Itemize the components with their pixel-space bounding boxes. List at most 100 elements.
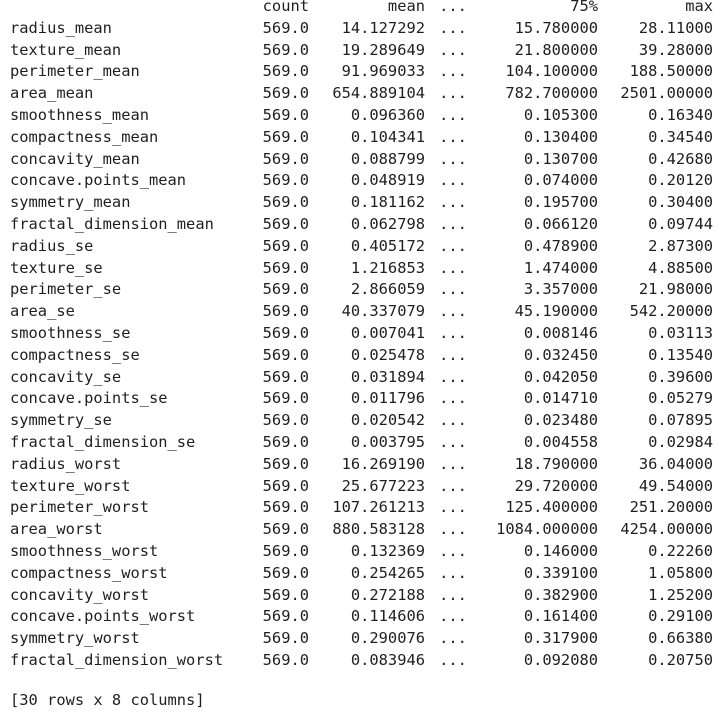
table-row: concave.points_mean 569.0 0.048919... 0.074…	[0, 170, 713, 192]
shape-footer: [30 rows x 8 columns]	[10, 691, 205, 709]
cell-max: 0.30400	[648, 193, 713, 212]
cell-ellipsis: ...	[439, 62, 467, 81]
table-row: texture_worst 569.0 25.677223... 29.720000 4…	[0, 476, 713, 498]
cell-mean: 0.132369	[350, 541, 425, 560]
cell-count: 569.0	[262, 62, 309, 81]
cell-ellipsis: ...	[439, 127, 467, 146]
table-row: compactness_worst 569.0 0.254265... 0.33910…	[0, 563, 713, 585]
cell-ellipsis: ...	[439, 367, 467, 386]
cell-count: 569.0	[262, 476, 309, 495]
cell-ellipsis: ...	[439, 629, 467, 648]
cell-mean: 0.020542	[350, 411, 425, 430]
cell-75-percent: 21.800000	[514, 40, 598, 59]
row-label: fractal_dimension_worst	[10, 650, 224, 669]
header-count: count	[262, 0, 309, 15]
cell-ellipsis: ...	[439, 389, 467, 408]
cell-ellipsis: ...	[439, 171, 467, 190]
cell-max: 39.28000	[638, 40, 713, 59]
cell-75-percent: 0.195700	[523, 193, 598, 212]
cell-count: 569.0	[262, 345, 309, 364]
cell-ellipsis: ...	[439, 280, 467, 299]
cell-75-percent: 45.190000	[514, 302, 598, 321]
cell-ellipsis: ...	[439, 302, 467, 321]
cell-count: 569.0	[262, 280, 309, 299]
table-row: radius_mean 569.0 14.127292... 15.780000 28.…	[0, 18, 713, 40]
cell-max: 0.22260	[648, 541, 713, 560]
cell-ellipsis: ...	[439, 105, 467, 124]
table-row: fractal_dimension_worst 569.0 0.083946... 0…	[0, 650, 713, 672]
cell-mean: 16.269190	[341, 454, 425, 473]
cell-count: 569.0	[262, 323, 309, 342]
cell-75-percent: 0.317900	[523, 629, 598, 648]
row-label: concavity_se	[10, 367, 122, 386]
cell-count: 569.0	[262, 367, 309, 386]
cell-count: 569.0	[262, 302, 309, 321]
cell-max: 0.16340	[648, 105, 713, 124]
cell-75-percent: 0.339100	[523, 563, 598, 582]
cell-max: 1.25200	[648, 585, 713, 604]
cell-ellipsis: ...	[439, 214, 467, 233]
cell-max: 0.34540	[648, 127, 713, 146]
cell-mean: 91.969033	[341, 62, 425, 81]
row-label: compactness_se	[10, 345, 140, 364]
cell-max: 0.02984	[648, 432, 713, 451]
cell-75-percent: 0.014710	[523, 389, 598, 408]
cell-max: 0.66380	[648, 629, 713, 648]
cell-ellipsis: ...	[439, 40, 467, 59]
cell-max: 0.03113	[648, 323, 713, 342]
cell-mean: 654.889104	[332, 84, 425, 103]
cell-ellipsis: ...	[439, 432, 467, 451]
cell-75-percent: 0.023480	[523, 411, 598, 430]
cell-mean: 0.025478	[350, 345, 425, 364]
cell-ellipsis: ...	[439, 323, 467, 342]
cell-ellipsis: ...	[439, 541, 467, 560]
header-75-percent: 75%	[570, 0, 598, 15]
cell-75-percent: 1.474000	[523, 258, 598, 277]
cell-mean: 107.261213	[332, 498, 425, 517]
table-row: concavity_mean 569.0 0.088799... 0.130700 0.…	[0, 149, 713, 171]
cell-mean: 0.083946	[350, 650, 425, 669]
cell-ellipsis: ...	[439, 650, 467, 669]
cell-max: 21.98000	[638, 280, 713, 299]
cell-count: 569.0	[262, 105, 309, 124]
cell-75-percent: 0.074000	[523, 171, 598, 190]
table-row: smoothness_se 569.0 0.007041... 0.008146 0.0…	[0, 323, 713, 345]
cell-mean: 0.254265	[350, 563, 425, 582]
cell-max: 0.13540	[648, 345, 713, 364]
cell-max: 0.42680	[648, 149, 713, 168]
cell-75-percent: 29.720000	[514, 476, 598, 495]
cell-ellipsis: ...	[439, 84, 467, 103]
cell-mean: 0.003795	[350, 432, 425, 451]
cell-max: 0.29100	[648, 607, 713, 626]
cell-max: 36.04000	[638, 454, 713, 473]
cell-75-percent: 0.092080	[523, 650, 598, 669]
cell-mean: 25.677223	[341, 476, 425, 495]
row-label: concave.points_worst	[10, 607, 196, 626]
cell-75-percent: 125.400000	[505, 498, 598, 517]
row-label: concave.points_mean	[10, 171, 187, 190]
cell-count: 569.0	[262, 214, 309, 233]
cell-mean: 0.181162	[350, 193, 425, 212]
cell-75-percent: 0.382900	[523, 585, 598, 604]
table-body: radius_mean 569.0 14.127292... 15.780000 28.…	[0, 18, 713, 672]
cell-max: 0.20120	[648, 171, 713, 190]
table-row: fractal_dimension_mean 569.0 0.062798... 0.…	[0, 214, 713, 236]
cell-75-percent: 0.146000	[523, 541, 598, 560]
cell-count: 569.0	[262, 236, 309, 255]
cell-count: 569.0	[262, 258, 309, 277]
cell-max: 0.20750	[648, 650, 713, 669]
cell-75-percent: 782.700000	[505, 84, 598, 103]
row-label: concavity_worst	[10, 585, 149, 604]
cell-count: 569.0	[262, 18, 309, 37]
table-row: smoothness_mean 569.0 0.096360... 0.105300 0…	[0, 105, 713, 127]
cell-count: 569.0	[262, 585, 309, 604]
cell-ellipsis: ...	[439, 607, 467, 626]
row-label: radius_mean	[10, 18, 112, 37]
table-row: area_mean 569.0 654.889104... 782.700000 250…	[0, 83, 713, 105]
cell-75-percent: 0.008146	[523, 323, 598, 342]
cell-mean: 0.048919	[350, 171, 425, 190]
cell-mean: 0.405172	[350, 236, 425, 255]
table-row: perimeter_worst 569.0 107.261213... 125.400…	[0, 497, 713, 519]
cell-ellipsis: ...	[439, 563, 467, 582]
row-label: fractal_dimension_se	[10, 432, 196, 451]
